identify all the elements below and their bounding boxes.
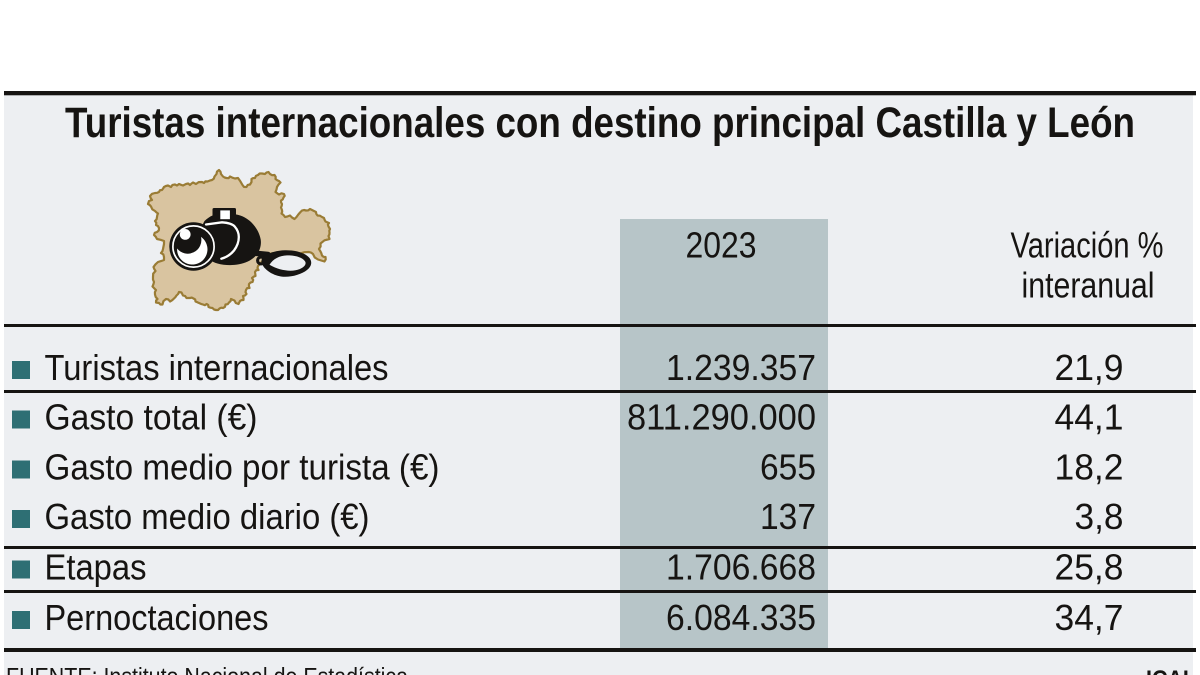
svg-text:1.706.668: 1.706.668 <box>666 547 816 588</box>
svg-text:Turistas internacionales: Turistas internacionales <box>45 347 389 388</box>
svg-text:Variación %: Variación % <box>1011 225 1164 266</box>
svg-text:1.239.357: 1.239.357 <box>666 347 816 388</box>
svg-text:44,1: 44,1 <box>1055 397 1124 438</box>
svg-text:Turistas internacionales con d: Turistas internacionales con destino pri… <box>65 99 1135 147</box>
svg-text:FUENTE: Instituto Nacional de: FUENTE: Instituto Nacional de Estadístic… <box>6 664 409 675</box>
svg-text:18,2: 18,2 <box>1055 447 1124 488</box>
svg-text:Pernoctaciones: Pernoctaciones <box>45 597 269 638</box>
svg-text:3,8: 3,8 <box>1075 496 1124 537</box>
svg-text:Gasto medio por turista (€): Gasto medio por turista (€) <box>45 447 440 488</box>
svg-text:2023: 2023 <box>686 225 757 266</box>
svg-text:Gasto total (€): Gasto total (€) <box>45 397 258 438</box>
svg-text:6.084.335: 6.084.335 <box>666 597 816 638</box>
svg-text:34,7: 34,7 <box>1055 597 1124 638</box>
svg-text:655: 655 <box>760 447 816 488</box>
svg-text:811.290.000: 811.290.000 <box>627 397 816 438</box>
svg-text:Gasto medio diario (€): Gasto medio diario (€) <box>45 496 370 537</box>
svg-text:137: 137 <box>760 496 816 537</box>
svg-text:Etapas: Etapas <box>45 547 147 588</box>
svg-text:interanual: interanual <box>1022 265 1155 306</box>
svg-text:25,8: 25,8 <box>1055 547 1124 588</box>
svg-text:ICAL: ICAL <box>1146 666 1196 675</box>
svg-text:21,9: 21,9 <box>1055 347 1124 388</box>
